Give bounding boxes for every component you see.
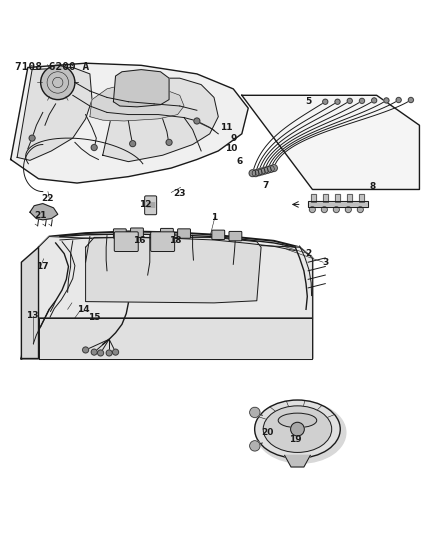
FancyBboxPatch shape	[212, 230, 225, 239]
Bar	[323, 194, 328, 202]
Circle shape	[250, 441, 260, 451]
FancyBboxPatch shape	[151, 232, 175, 252]
Polygon shape	[103, 78, 218, 161]
Circle shape	[98, 350, 104, 356]
Circle shape	[41, 66, 75, 100]
Polygon shape	[21, 231, 312, 359]
Circle shape	[396, 98, 401, 102]
Polygon shape	[39, 318, 312, 359]
Ellipse shape	[263, 406, 332, 453]
Circle shape	[372, 98, 377, 103]
FancyBboxPatch shape	[113, 229, 126, 238]
Bar	[311, 194, 316, 202]
Circle shape	[357, 207, 363, 213]
Polygon shape	[30, 204, 58, 220]
Circle shape	[249, 170, 256, 176]
Circle shape	[130, 141, 136, 147]
Circle shape	[347, 98, 352, 103]
Circle shape	[262, 167, 268, 174]
Polygon shape	[21, 247, 39, 359]
Circle shape	[309, 207, 315, 213]
Ellipse shape	[255, 400, 340, 458]
Text: 6: 6	[237, 157, 243, 166]
Bar	[347, 194, 352, 202]
Polygon shape	[90, 85, 184, 121]
Text: 9: 9	[230, 134, 236, 143]
Polygon shape	[242, 95, 419, 189]
Polygon shape	[113, 70, 169, 107]
Circle shape	[29, 135, 35, 141]
Ellipse shape	[278, 413, 317, 427]
Bar	[323, 194, 328, 202]
Text: 10: 10	[225, 144, 237, 154]
Text: 18: 18	[169, 236, 182, 245]
Bar	[311, 194, 316, 202]
Text: 12: 12	[139, 200, 152, 209]
Circle shape	[106, 350, 112, 356]
Text: 13: 13	[26, 311, 39, 320]
Polygon shape	[39, 237, 312, 318]
Circle shape	[91, 144, 97, 150]
Text: 1: 1	[211, 213, 217, 222]
Bar	[359, 194, 364, 202]
Bar	[308, 201, 368, 207]
Polygon shape	[11, 63, 248, 183]
Text: 3: 3	[322, 258, 328, 266]
Bar	[335, 194, 340, 202]
Circle shape	[270, 165, 277, 172]
Text: 7108 6200 A: 7108 6200 A	[15, 62, 89, 72]
Text: 11: 11	[220, 123, 232, 132]
Circle shape	[384, 98, 389, 103]
FancyBboxPatch shape	[160, 229, 173, 238]
Circle shape	[360, 98, 365, 103]
Bar	[335, 194, 340, 202]
Text: 23: 23	[173, 189, 186, 198]
Circle shape	[83, 347, 89, 353]
Circle shape	[268, 165, 274, 172]
Text: 20: 20	[262, 428, 273, 437]
Polygon shape	[17, 68, 92, 160]
FancyBboxPatch shape	[145, 196, 157, 215]
Text: 2: 2	[305, 249, 311, 258]
Circle shape	[255, 169, 262, 176]
Bar	[308, 201, 368, 207]
Text: 15: 15	[88, 313, 101, 322]
Circle shape	[91, 349, 97, 355]
Text: 17: 17	[36, 262, 49, 271]
Text: 5: 5	[305, 97, 311, 106]
Circle shape	[291, 422, 304, 436]
Text: 14: 14	[77, 305, 90, 314]
Circle shape	[258, 168, 265, 175]
Circle shape	[333, 207, 339, 213]
Circle shape	[250, 407, 260, 417]
Circle shape	[408, 98, 413, 102]
Circle shape	[323, 99, 328, 104]
Circle shape	[166, 140, 172, 146]
Circle shape	[265, 166, 271, 173]
Text: 8: 8	[369, 182, 375, 190]
Circle shape	[194, 118, 200, 124]
Circle shape	[335, 99, 340, 104]
FancyBboxPatch shape	[178, 229, 190, 238]
Text: 22: 22	[41, 193, 54, 203]
FancyBboxPatch shape	[131, 228, 143, 237]
Text: 21: 21	[34, 211, 47, 220]
Ellipse shape	[256, 402, 346, 463]
Circle shape	[113, 349, 119, 355]
Circle shape	[321, 207, 327, 213]
Bar	[347, 194, 352, 202]
Text: 7: 7	[262, 181, 268, 190]
FancyBboxPatch shape	[229, 231, 242, 241]
Circle shape	[252, 170, 259, 176]
Polygon shape	[86, 237, 261, 303]
Circle shape	[345, 207, 351, 213]
Text: 16: 16	[133, 236, 146, 245]
Polygon shape	[285, 455, 310, 467]
Text: 19: 19	[289, 435, 302, 445]
FancyBboxPatch shape	[114, 232, 138, 252]
Bar	[359, 194, 364, 202]
